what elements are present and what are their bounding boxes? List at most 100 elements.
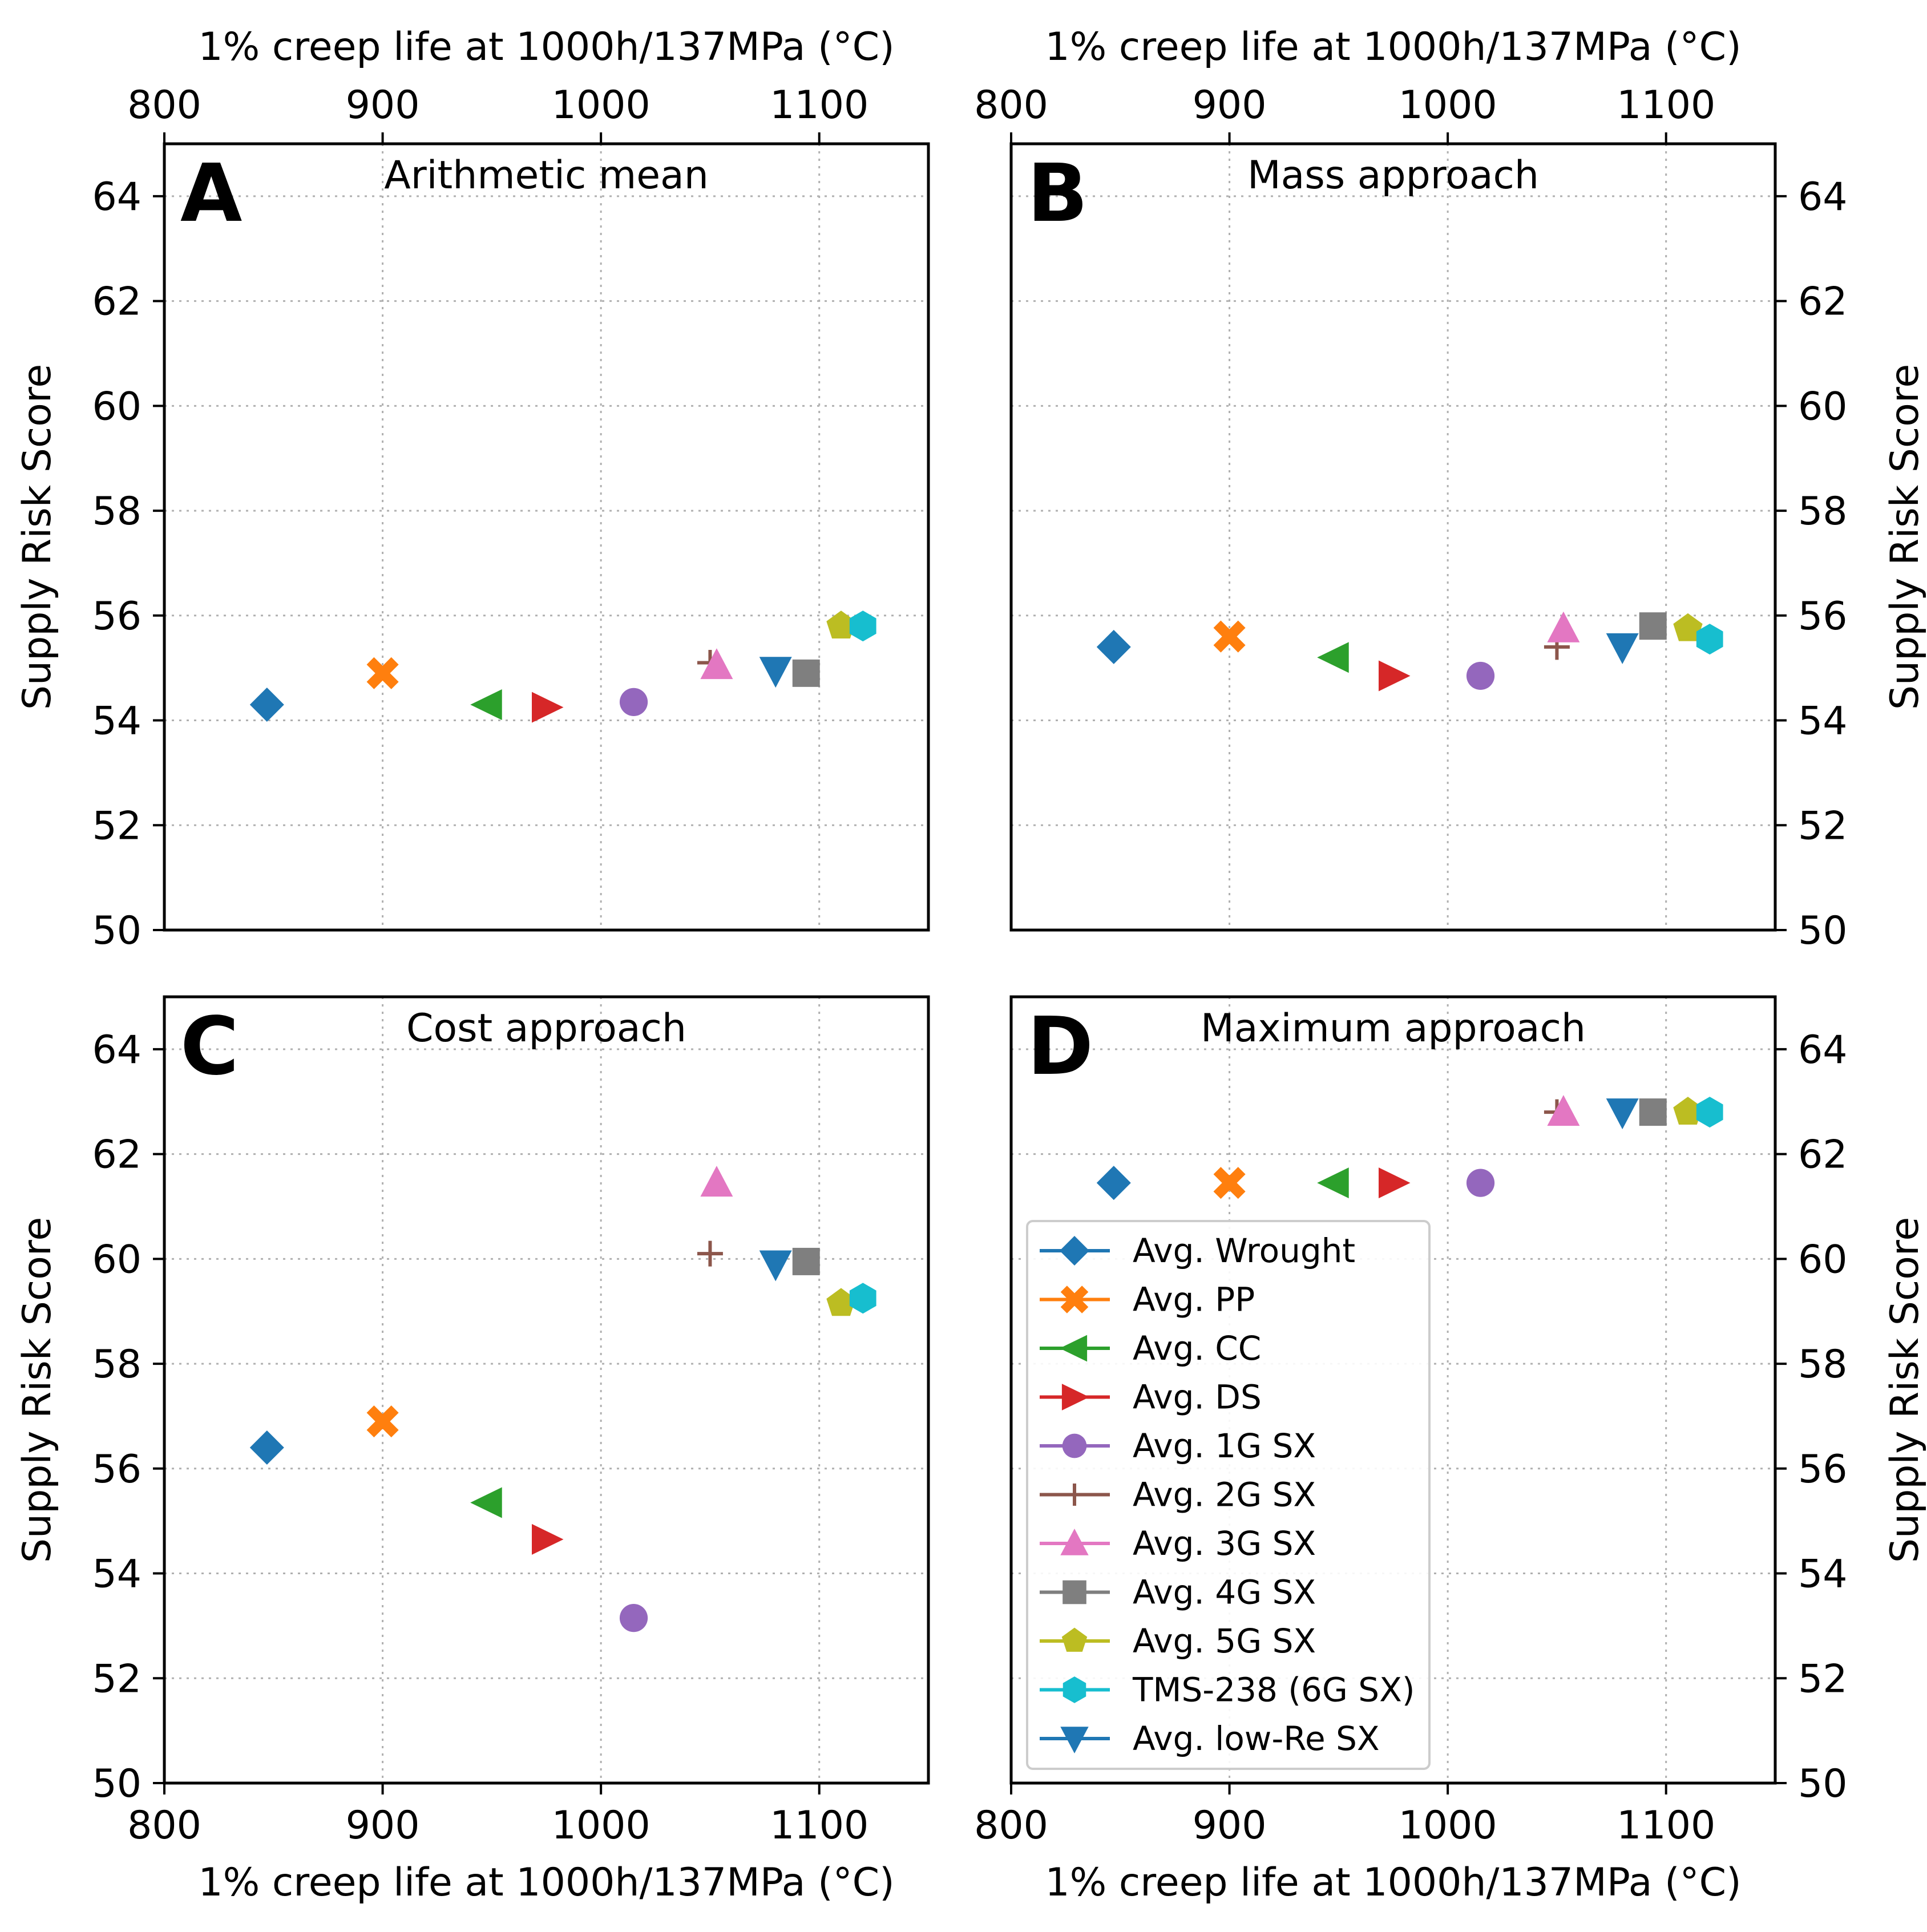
y-tick-label: 52 bbox=[1798, 803, 1848, 848]
y-axis-label: Supply Risk Score bbox=[15, 1217, 60, 1563]
point-avg-ds bbox=[532, 692, 564, 723]
point-avg-pp bbox=[1213, 620, 1246, 653]
legend-marker bbox=[1063, 1676, 1086, 1703]
y-tick-label: 56 bbox=[92, 1447, 142, 1492]
x-tick-label: 1000 bbox=[552, 83, 651, 128]
x-tick-label: 800 bbox=[974, 83, 1048, 128]
x-tick-label: 900 bbox=[1193, 83, 1267, 128]
legend-marker bbox=[1063, 1580, 1086, 1604]
data-points bbox=[249, 611, 876, 723]
point-avg-ds bbox=[1379, 1167, 1411, 1199]
y-tick-label: 62 bbox=[1798, 280, 1848, 325]
point-avg-5g-sx bbox=[1673, 613, 1703, 641]
x-axis-label: 1% creep life at 1000h/137MPa (°C) bbox=[198, 1860, 894, 1905]
legend-label: Avg. 5G SX bbox=[1133, 1622, 1316, 1660]
grid bbox=[163, 144, 928, 931]
plot-frame bbox=[1009, 995, 1777, 1785]
point-tms-238-6g-sx bbox=[1696, 624, 1723, 655]
x-axis-label: 1% creep life at 1000h/137MPa (°C) bbox=[198, 25, 894, 70]
y-tick-label: 58 bbox=[1798, 489, 1848, 534]
x-tick-label: 800 bbox=[127, 83, 201, 128]
point-avg-3g-sx bbox=[700, 648, 733, 680]
y-tick-label: 60 bbox=[92, 384, 142, 429]
panel-letter: A bbox=[180, 147, 242, 240]
point-tms-238-6g-sx bbox=[849, 1283, 876, 1314]
legend-item-avg-ds: Avg. DS bbox=[1040, 1378, 1262, 1417]
legend-marker bbox=[1063, 1484, 1086, 1506]
y-tick-label: 56 bbox=[1798, 594, 1848, 639]
point-avg-cc bbox=[470, 1487, 502, 1518]
point-avg-5g-sx bbox=[1673, 1097, 1703, 1125]
grid bbox=[163, 997, 928, 1784]
point-avg-4g-sx bbox=[792, 1247, 820, 1275]
y-tick-label: 58 bbox=[92, 489, 142, 534]
y-tick-label: 52 bbox=[1798, 1656, 1848, 1701]
plot-frame bbox=[163, 142, 930, 932]
point-avg-cc bbox=[470, 689, 502, 720]
legend-item-avg-cc: Avg. CC bbox=[1040, 1329, 1261, 1368]
y-tick-label: 50 bbox=[1798, 908, 1848, 953]
legend-label: Avg. 2G SX bbox=[1133, 1476, 1316, 1514]
panel-title: Cost approach bbox=[406, 1006, 686, 1051]
y-tick-label: 64 bbox=[92, 1028, 142, 1073]
legend-label: Avg. DS bbox=[1133, 1378, 1262, 1417]
panel-d: 800 900 1000 1100 1% creep life at 1000h/137… bbox=[974, 995, 1927, 1905]
grid bbox=[1010, 144, 1775, 931]
panel-a: 800 900 1000 1100 1% creep life at 1000h/137… bbox=[15, 25, 930, 953]
point-avg-1g-sx bbox=[619, 1604, 648, 1632]
panel-title: Maximum approach bbox=[1201, 1006, 1586, 1051]
point-avg-3g-sx bbox=[1547, 1095, 1580, 1126]
y-tick-label: 60 bbox=[1798, 1237, 1848, 1282]
y-tick-label: 58 bbox=[92, 1342, 142, 1387]
point-avg-5g-sx bbox=[826, 611, 856, 639]
legend-item-tms-238-6g-sx: TMS-238 (6G SX) bbox=[1040, 1671, 1415, 1709]
legend-label: Avg. Wrought bbox=[1133, 1231, 1355, 1270]
y-tick-label: 62 bbox=[1798, 1133, 1848, 1178]
legend-marker bbox=[1062, 1433, 1087, 1458]
x-tick-label: 900 bbox=[346, 1803, 420, 1848]
point-avg-1g-sx bbox=[1466, 1169, 1495, 1197]
y-tick-label: 50 bbox=[92, 908, 142, 953]
legend-item-avg-5g-sx: Avg. 5G SX bbox=[1040, 1622, 1316, 1660]
panel-title: Arithmetic mean bbox=[384, 153, 709, 198]
y-tick-label: 56 bbox=[92, 594, 142, 639]
panel-letter: C bbox=[180, 1000, 239, 1093]
point-avg-cc bbox=[1317, 1167, 1349, 1199]
panel-c: 800 900 1000 1100 1% creep life at 1000h/137… bbox=[15, 995, 930, 1905]
legend-item-avg-2g-sx: Avg. 2G SX bbox=[1040, 1476, 1316, 1514]
x-axis-label: 1% creep life at 1000h/137MPa (°C) bbox=[1045, 25, 1741, 70]
y-tick-label: 52 bbox=[92, 803, 142, 848]
legend-marker bbox=[1060, 1529, 1089, 1555]
data-points bbox=[249, 1166, 876, 1632]
legend-marker bbox=[1060, 1286, 1089, 1313]
panel-letter: D bbox=[1027, 1000, 1093, 1093]
point-avg-1g-sx bbox=[1466, 661, 1495, 690]
y-tick-label: 54 bbox=[92, 699, 142, 744]
x-tick-label: 1000 bbox=[1399, 1803, 1497, 1848]
x-tick-label: 1100 bbox=[1617, 1803, 1715, 1848]
plot-frame bbox=[163, 995, 930, 1785]
y-axis-label: Supply Risk Score bbox=[15, 364, 60, 710]
legend-label: Avg. 1G SX bbox=[1133, 1426, 1316, 1465]
x-tick-label: 1100 bbox=[770, 1803, 868, 1848]
x-tick-label: 900 bbox=[1193, 1803, 1267, 1848]
point-avg-low-re-sx bbox=[759, 657, 792, 688]
point-avg-3g-sx bbox=[700, 1166, 733, 1197]
y-tick-label: 64 bbox=[92, 175, 142, 220]
legend-marker bbox=[1061, 1627, 1088, 1652]
legend-item-avg-wrought: Avg. Wrought bbox=[1040, 1231, 1355, 1270]
legend-label: Avg. 4G SX bbox=[1133, 1573, 1316, 1612]
legend-marker bbox=[1060, 1727, 1089, 1753]
legend-label: Avg. CC bbox=[1133, 1329, 1261, 1368]
point-avg-4g-sx bbox=[1639, 612, 1667, 640]
point-avg-low-re-sx bbox=[1606, 1098, 1639, 1130]
point-avg-5g-sx bbox=[826, 1288, 856, 1316]
point-avg-2g-sx bbox=[697, 1240, 723, 1267]
y-tick-label: 60 bbox=[1798, 384, 1848, 429]
y-tick-label: 60 bbox=[92, 1237, 142, 1282]
legend-label: TMS-238 (6G SX) bbox=[1132, 1671, 1415, 1709]
legend-label: Avg. low-Re SX bbox=[1133, 1719, 1380, 1758]
legend: Avg. Wrought Avg. PP Avg. CC Avg. DS Avg. 1G… bbox=[1026, 1220, 1431, 1770]
y-axis-label: Supply Risk Score bbox=[1882, 364, 1927, 710]
x-tick-label: 900 bbox=[346, 83, 420, 128]
